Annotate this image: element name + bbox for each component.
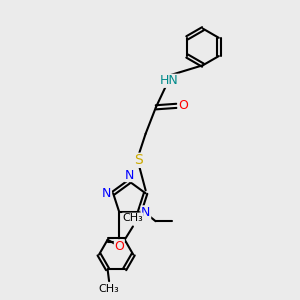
Text: HN: HN bbox=[160, 74, 178, 87]
Text: S: S bbox=[134, 153, 143, 167]
Text: CH₃: CH₃ bbox=[122, 213, 143, 223]
Text: O: O bbox=[114, 240, 124, 253]
Text: N: N bbox=[141, 206, 151, 219]
Text: O: O bbox=[178, 99, 188, 112]
Text: N: N bbox=[102, 187, 111, 200]
Text: CH₃: CH₃ bbox=[99, 284, 119, 294]
Text: N: N bbox=[125, 169, 134, 182]
